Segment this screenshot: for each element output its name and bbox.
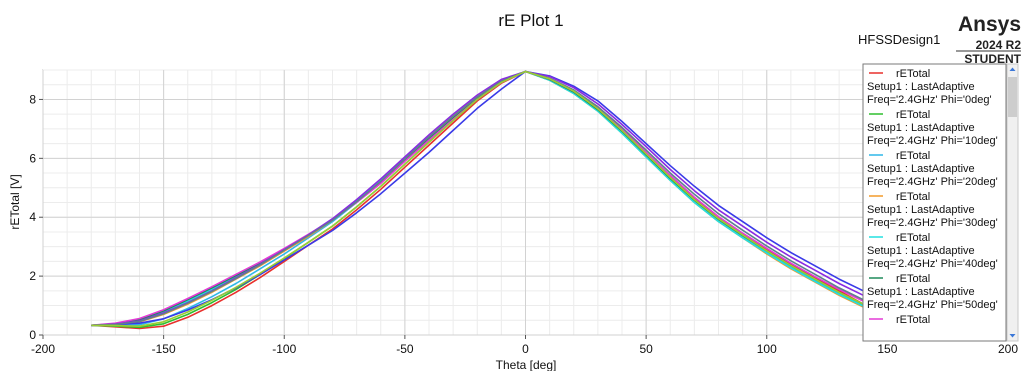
legend-series-name: rETotal [896,232,930,244]
legend-series-name: rETotal [896,191,930,203]
legend-scrollbar-thumb[interactable] [1008,77,1017,117]
y-tick-label: 0 [29,328,36,342]
legend-series-detail: Setup1 : LastAdaptive [867,122,975,134]
x-tick-label: 0 [522,342,529,356]
legend-series-name: rETotal [896,150,930,162]
legend-series-name: rETotal [896,109,930,121]
axis-ticks: -200 -150 -100 -50 0 50 100 150 200 0 2 4 6 8 [29,92,1018,356]
series-line-10[interactable] [91,70,960,327]
legend-series-name: rETotal [896,314,930,326]
design-name: HFSSDesign1 [858,32,940,47]
x-tick-label: -150 [152,342,176,356]
y-tick-label: 8 [29,92,36,106]
scroll-up-arrow-icon[interactable] [1009,67,1016,72]
legend-series-name: rETotal [896,68,930,80]
x-tick-label: 150 [877,342,897,356]
legend-box [862,63,1007,342]
x-tick-label: 50 [639,342,653,356]
ansys-logo: Ansys [958,13,1021,36]
y-tick-label: 2 [29,269,36,283]
y-axis-label: rETotal [V] [8,174,22,229]
x-tick-label: -200 [31,342,55,356]
ansys-edition: STUDENT [964,52,1021,66]
legend-series-detail: Freq='2.4GHz' Phi='50deg' [867,299,998,311]
y-tick-label: 6 [29,151,36,165]
scroll-down-arrow-icon[interactable] [1009,334,1016,338]
legend-series-detail: Setup1 : LastAdaptive [867,163,975,175]
x-tick-label: 200 [998,342,1018,356]
x-axis-label: Theta [deg] [496,358,557,371]
legend-scrollbar[interactable] [1006,63,1019,342]
legend-series-detail: Setup1 : LastAdaptive [867,286,975,298]
legend-series-detail: Freq='2.4GHz' Phi='30deg' [867,217,998,229]
x-tick-label: -50 [396,342,414,356]
legend-series-detail: Setup1 : LastAdaptive [867,245,975,257]
x-tick-label: 100 [757,342,777,356]
legend-series-name: rETotal [896,273,930,285]
series-group [91,70,960,330]
y-tick-label: 4 [29,210,36,224]
legend-series-detail: Freq='2.4GHz' Phi='0deg' [867,94,992,106]
legend-series-detail: Freq='2.4GHz' Phi='40deg' [867,258,998,270]
legend-entry-6[interactable]: rETotal [869,314,930,326]
legend-series-detail: Setup1 : LastAdaptive [867,81,975,93]
legend-series-detail: Setup1 : LastAdaptive [867,204,975,216]
legend-series-detail: Freq='2.4GHz' Phi='20deg' [867,176,998,188]
legend-series-detail: Freq='2.4GHz' Phi='10deg' [867,135,998,147]
x-tick-label: -100 [272,342,296,356]
ansys-version: 2024 R2 [976,38,1021,52]
chart-title: rE Plot 1 [498,11,563,30]
